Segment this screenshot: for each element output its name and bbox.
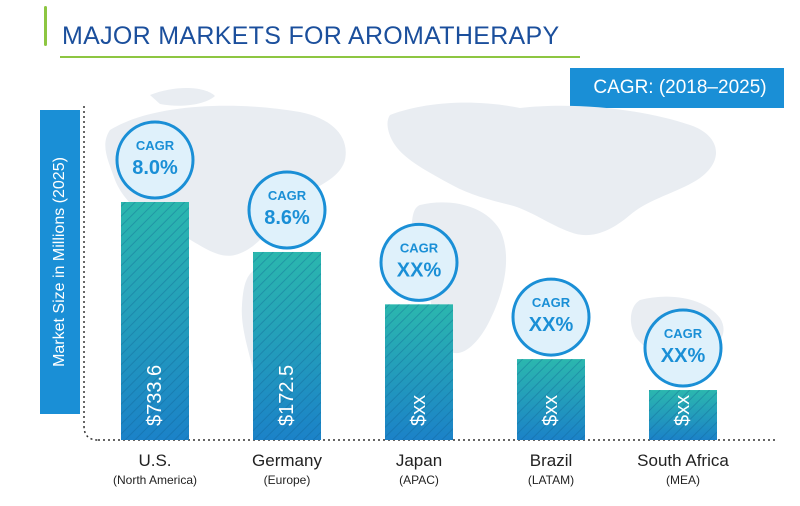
- cagr-bubble-circle-4: [643, 308, 723, 388]
- y-axis-label-box: Market Size in Millions (2025): [40, 110, 80, 414]
- cagr-label-3: CAGR: [532, 295, 571, 310]
- cagr-bubble-1: CAGR 8.6%: [247, 170, 327, 250]
- category-labels: U.S. (North America) Germany (Europe) Japan (…: [113, 451, 729, 487]
- region-label-3: (LATAM): [528, 473, 574, 487]
- axis-corner: [83, 425, 99, 441]
- cagr-bubble-circle-1: [247, 170, 327, 250]
- bar-hatch-1: [253, 251, 321, 440]
- cagr-period-banner: CAGR: (2018–2025): [570, 68, 784, 108]
- bar-value-label-3: $xx: [540, 395, 562, 426]
- cagr-value-0: 8.0%: [132, 157, 178, 179]
- region-label-1: (Europe): [264, 473, 311, 487]
- cagr-bubble-circle-0: [115, 120, 195, 200]
- bar-hatch-3: [517, 359, 585, 440]
- chart-title: MAJOR MARKETS FOR AROMATHERAPY: [62, 22, 560, 50]
- region-label-0: (North America): [113, 473, 197, 487]
- category-label-3: Brazil: [530, 451, 573, 470]
- bar-value-label-0: $733.6: [144, 365, 166, 426]
- cagr-value-2: XX%: [397, 259, 442, 281]
- category-label-4: South Africa: [637, 451, 729, 470]
- bar-value-label-1: $172.5: [276, 365, 298, 426]
- cagr-label-2: CAGR: [400, 240, 439, 255]
- cagr-bubbles: CAGR 8.0% CAGR 8.6% CAGR XX% CAGR XX% CAGR XX%: [115, 120, 723, 388]
- cagr-bubble-4: CAGR XX%: [643, 308, 723, 388]
- cagr-bubble-circle-2: [379, 222, 459, 302]
- bar-value-label-4: $xx: [672, 395, 694, 426]
- region-label-4: (MEA): [666, 473, 700, 487]
- category-label-0: U.S.: [138, 451, 171, 470]
- category-label-1: Germany: [252, 451, 322, 470]
- bars: $733.6 $172.5 $xx $xx $xx: [121, 202, 717, 440]
- cagr-value-1: 8.6%: [264, 207, 310, 229]
- title-accent-vertical: [44, 6, 47, 46]
- cagr-bubble-2: CAGR XX%: [379, 222, 459, 302]
- region-label-2: (APAC): [399, 473, 439, 487]
- bar-hatch-0: [121, 202, 189, 440]
- bar-value-label-2: $xx: [408, 395, 430, 426]
- title-underline: [60, 56, 580, 58]
- cagr-value-3: XX%: [529, 314, 574, 336]
- category-label-2: Japan: [396, 451, 442, 470]
- bar-hatch-4: [649, 390, 717, 440]
- cagr-value-4: XX%: [661, 345, 706, 367]
- cagr-label-0: CAGR: [136, 138, 175, 153]
- cagr-bubble-0: CAGR 8.0%: [115, 120, 195, 200]
- bar-hatch-2: [385, 304, 453, 440]
- cagr-bubble-circle-3: [511, 277, 591, 357]
- cagr-label-1: CAGR: [268, 188, 307, 203]
- cagr-label-4: CAGR: [664, 326, 703, 341]
- cagr-bubble-3: CAGR XX%: [511, 277, 591, 357]
